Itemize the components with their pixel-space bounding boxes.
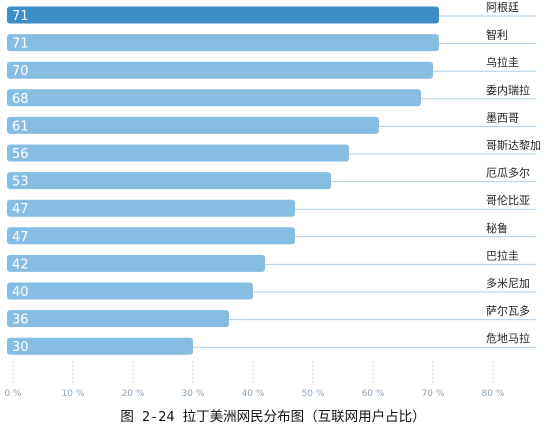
category-label: 哥伦比亚: [486, 193, 530, 207]
bar: [7, 89, 421, 107]
category-label: 乌拉圭: [486, 55, 519, 69]
category-label: 萨尔瓦多: [486, 304, 530, 318]
bar-chart: 71 71 70 68 61 56 53 47 47 42 40 36 30 阿根廷智利乌拉圭委内瑞拉墨…: [4, 0, 541, 399]
bar: [7, 282, 253, 300]
x-tick-label: 10 %: [62, 389, 85, 399]
x-tick-label: 80 %: [482, 389, 505, 399]
bar: [7, 144, 349, 162]
bar-value-label: 47: [12, 230, 29, 245]
x-tick-label: 50 %: [302, 389, 325, 399]
figure-caption: 图 2-24 拉丁美洲网民分布图（互联网用户占比）: [120, 409, 426, 425]
category-label: 多米尼加: [486, 276, 530, 290]
bar: [7, 6, 439, 24]
x-tick-label: 60 %: [362, 389, 385, 399]
bar-value-label: 56: [12, 147, 29, 162]
category-label: 厄瓜多尔: [486, 166, 530, 180]
bar: [7, 227, 295, 245]
value-labels: 71 71 70 68 61 56 53 47 47 42 40 36 30: [12, 9, 29, 355]
bar-value-label: 40: [12, 285, 29, 300]
category-label: 智利: [486, 28, 508, 42]
bar-value-label: 47: [12, 202, 29, 217]
bar-value-label: 36: [12, 313, 29, 328]
bar: [7, 61, 433, 79]
bar-value-label: 30: [12, 340, 29, 355]
x-tick-label: 70 %: [422, 389, 445, 399]
bar: [7, 337, 193, 355]
category-label: 阿根廷: [486, 0, 519, 14]
bars: [7, 6, 439, 355]
category-label: 秘鲁: [486, 221, 508, 235]
bar-value-label: 42: [12, 257, 29, 272]
bar-value-label: 70: [12, 64, 29, 79]
category-label: 巴拉圭: [486, 248, 519, 262]
bar: [7, 199, 295, 217]
category-label: 墨西哥: [486, 111, 519, 124]
bar: [7, 254, 265, 272]
bar-value-label: 71: [12, 9, 29, 24]
bar-value-label: 61: [12, 119, 29, 134]
category-label: 危地马拉: [486, 331, 530, 345]
x-axis: 0 % 10 % 20 % 30 % 40 % 50 % 60 % 70 % 80 %: [4, 361, 505, 399]
x-tick-label: 40 %: [242, 389, 265, 399]
leader-lines: [193, 15, 536, 348]
x-tick-label: 0 %: [4, 389, 22, 399]
bar: [7, 172, 331, 190]
category-label: 哥斯达黎加: [486, 138, 541, 152]
category-labels: 阿根廷智利乌拉圭委内瑞拉墨西哥哥斯达黎加厄瓜多尔哥伦比亚秘鲁巴拉圭多米尼加萨尔瓦…: [486, 0, 541, 345]
x-tick-label: 30 %: [182, 389, 205, 399]
bar: [7, 34, 439, 52]
bar: [7, 310, 229, 328]
bar: [7, 116, 379, 134]
bar-value-label: 53: [12, 175, 29, 190]
category-label: 委内瑞拉: [486, 83, 530, 97]
bar-value-label: 68: [12, 92, 29, 107]
x-tick-label: 20 %: [122, 389, 145, 399]
bar-value-label: 71: [12, 37, 29, 52]
